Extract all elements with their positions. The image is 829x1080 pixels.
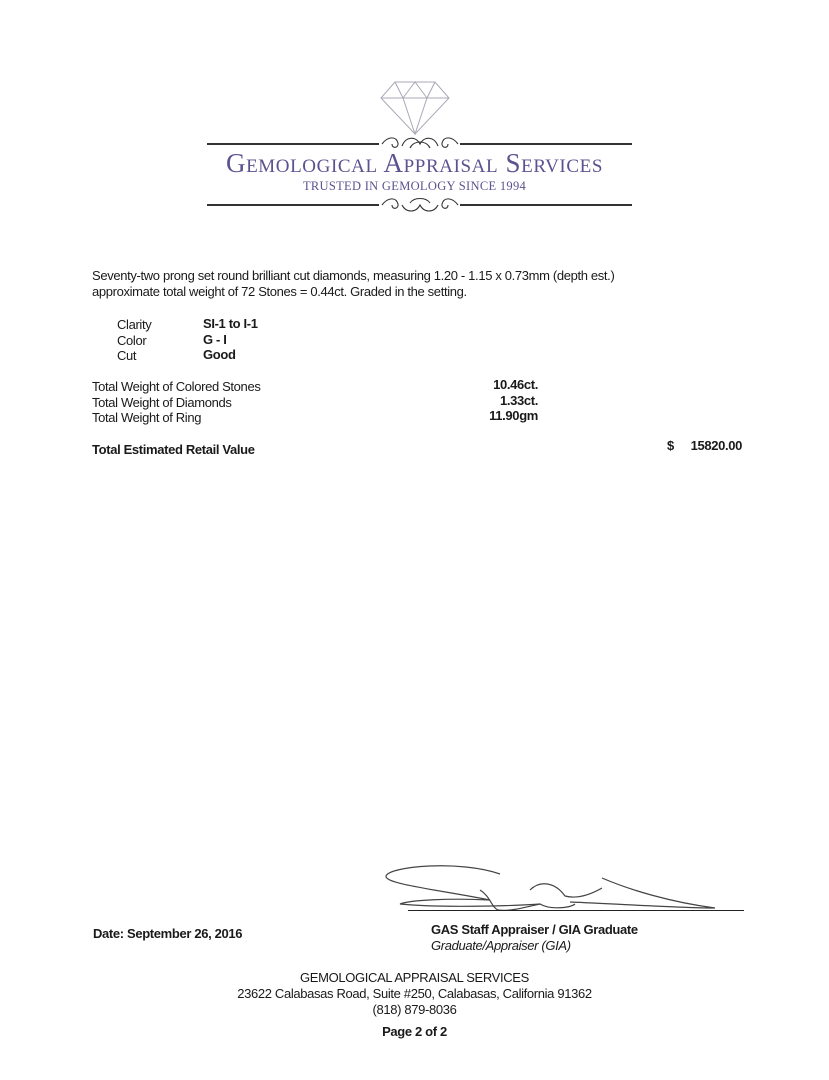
company-logo-title: Gemological Appraisal Services bbox=[225, 148, 604, 178]
company-tagline: TRUSTED IN GEMOLOGY SINCE 1994 bbox=[302, 179, 527, 193]
flourish-ornament-icon bbox=[381, 137, 459, 149]
footer-phone: (818) 879-8036 bbox=[372, 1002, 457, 1017]
grade-value-clarity: SI-1 to I-1 bbox=[203, 316, 258, 331]
grade-value-color: G - I bbox=[203, 332, 227, 347]
weight-value: 10.46ct. bbox=[493, 377, 538, 392]
grade-label-cut: Cut bbox=[117, 348, 137, 363]
description-line: Seventy-two prong set round brilliant cu… bbox=[92, 268, 615, 283]
weight-value: 1.33ct. bbox=[499, 393, 538, 408]
header-rule-top bbox=[207, 143, 379, 145]
grade-label-clarity: Clarity bbox=[117, 317, 152, 332]
weight-value: 11.90gm bbox=[489, 408, 538, 423]
retail-value-label: Total Estimated Retail Value bbox=[92, 442, 255, 457]
header-rule-bottom bbox=[460, 204, 632, 206]
header-rule-bottom bbox=[207, 204, 379, 206]
footer-company: GEMOLOGICAL APPRAISAL SERVICES bbox=[300, 970, 529, 985]
signer-subtitle: Graduate/Appraiser (GIA) bbox=[431, 938, 571, 953]
signer-title: GAS Staff Appraiser / GIA Graduate bbox=[431, 922, 638, 937]
signature-line bbox=[408, 910, 744, 911]
weight-label: Total Weight of Ring bbox=[92, 410, 202, 425]
flourish-ornament-icon bbox=[381, 197, 459, 212]
retail-value: 15820.00 bbox=[690, 438, 743, 453]
footer-address: 23622 Calabasas Road, Suite #250, Calaba… bbox=[237, 986, 592, 1001]
grade-value-cut: Good bbox=[203, 347, 236, 362]
page-number: Page 2 of 2 bbox=[382, 1024, 447, 1039]
diamond-icon bbox=[380, 81, 450, 136]
grade-label-color: Color bbox=[117, 333, 147, 348]
header-rule-top bbox=[460, 143, 632, 145]
report-date: Date: September 26, 2016 bbox=[93, 926, 243, 941]
weight-label: Total Weight of Colored Stones bbox=[92, 379, 261, 394]
signature-image bbox=[385, 865, 716, 911]
weight-label: Total Weight of Diamonds bbox=[92, 395, 232, 410]
retail-currency: $ bbox=[667, 438, 674, 453]
description-line: approximate total weight of 72 Stones = … bbox=[92, 284, 467, 299]
